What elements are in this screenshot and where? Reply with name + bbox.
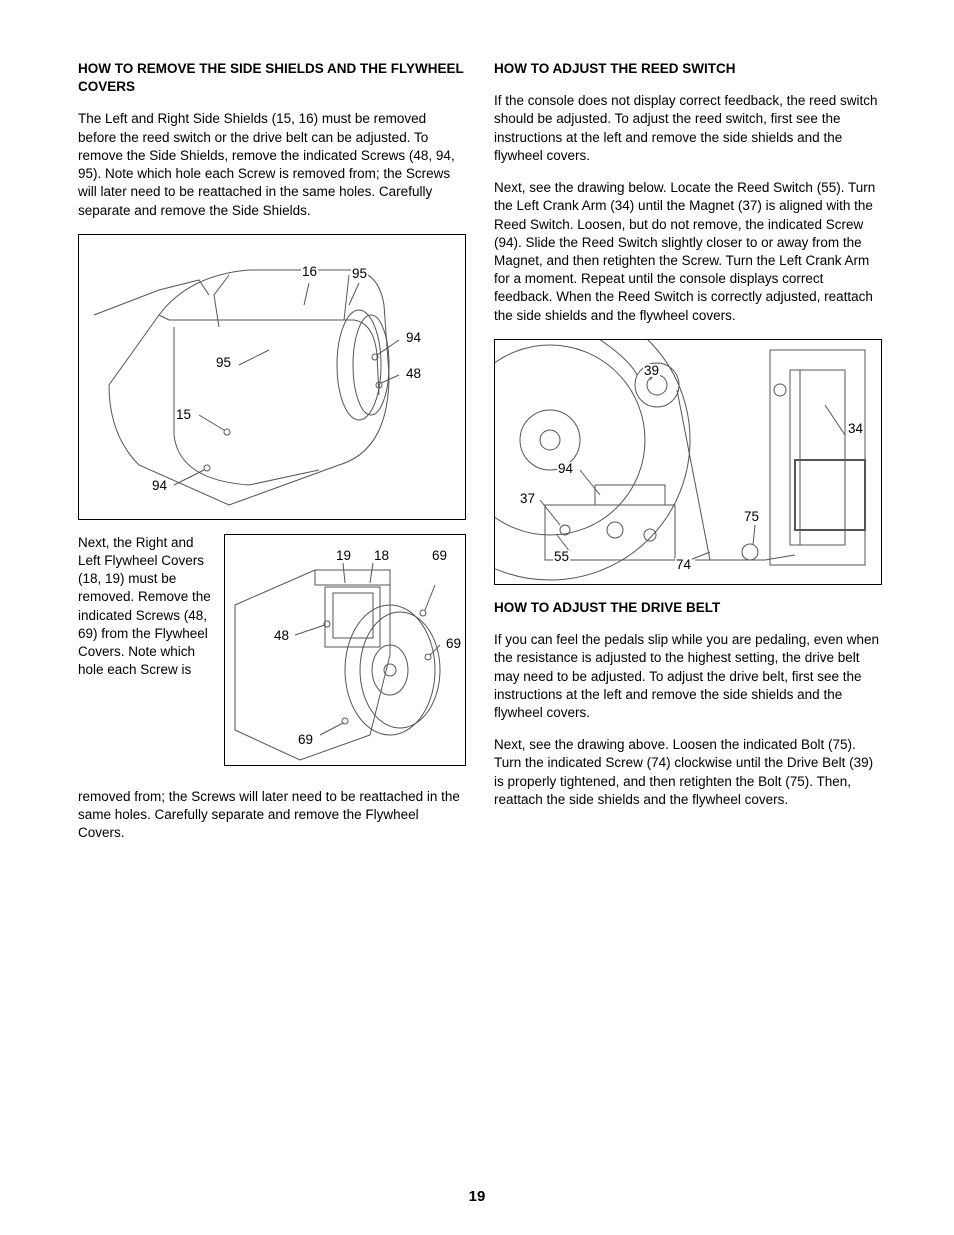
label-94a: 94 [405,331,422,345]
page-number: 19 [469,1188,486,1205]
heading-remove-shields: HOW TO REMOVE THE SIDE SHIELDS AND THE F… [78,60,466,96]
heading-drive-belt: HOW TO ADJUST THE DRIVE BELT [494,599,882,617]
label-19: 19 [335,549,352,563]
label-16: 16 [301,265,318,279]
label-18: 18 [373,549,390,563]
para-belt-1: If you can feel the pedals slip while yo… [494,631,882,722]
label-48: 48 [405,367,422,381]
label-95a: 95 [351,267,368,281]
diagram-side-shields: 16 95 95 94 48 15 94 [78,234,466,520]
para-reed-1: If the console does not display correct … [494,92,882,165]
label-74: 74 [675,558,692,572]
diagram-reed-switch: 39 34 94 37 55 75 74 [494,339,882,585]
para-flywheel-side: Next, the Right and Left Flywheel Covers… [78,534,212,780]
label-48: 48 [273,629,290,643]
label-37: 37 [519,492,536,506]
label-34: 34 [847,422,864,436]
label-69a: 69 [431,549,448,563]
label-69b: 69 [445,637,462,651]
para-remove-shields: The Left and Right Side Shields (15, 16)… [78,110,466,219]
label-69c: 69 [297,733,314,747]
diagram-flywheel-covers: 19 18 69 48 69 69 [224,534,466,766]
para-flywheel-cont: removed from; the Screws will later need… [78,788,466,843]
para-reed-2: Next, see the drawing below. Locate the … [494,179,882,325]
label-55: 55 [553,550,570,564]
label-95b: 95 [215,356,232,370]
label-15: 15 [175,408,192,422]
label-75: 75 [743,510,760,524]
label-94b: 94 [151,479,168,493]
heading-reed-switch: HOW TO ADJUST THE REED SWITCH [494,60,882,78]
left-column: HOW TO REMOVE THE SIDE SHIELDS AND THE F… [78,60,466,856]
para-belt-2: Next, see the drawing above. Loosen the … [494,736,882,809]
label-39: 39 [643,364,660,378]
label-94: 94 [557,462,574,476]
right-column: HOW TO ADJUST THE REED SWITCH If the con… [494,60,882,856]
